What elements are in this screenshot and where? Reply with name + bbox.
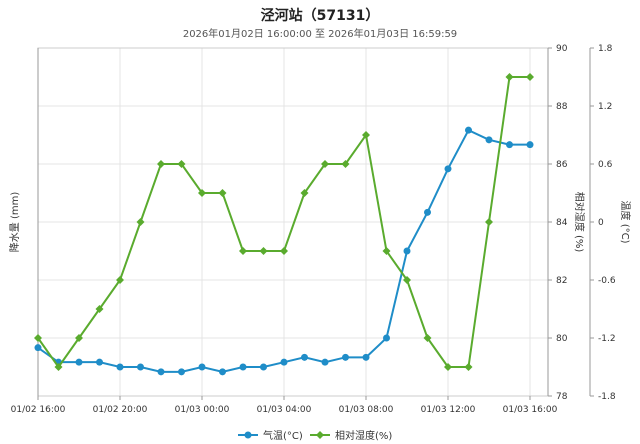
legend-marker bbox=[316, 431, 324, 439]
data-point bbox=[219, 368, 226, 376]
data-point bbox=[383, 334, 390, 342]
data-point bbox=[444, 363, 452, 371]
humidity-tick-label: 82 bbox=[556, 276, 567, 286]
data-point bbox=[218, 189, 227, 197]
data-point bbox=[342, 353, 349, 361]
legend-item-1: 气温(°C) bbox=[238, 429, 303, 442]
data-point bbox=[239, 247, 247, 255]
humidity-tick-label: 80 bbox=[556, 334, 568, 344]
legend-marker bbox=[244, 431, 252, 439]
data-point bbox=[505, 73, 514, 81]
humidity-axis-label: 相对湿度 (%) bbox=[573, 192, 586, 253]
humidity-axis-ticks: 78 80 82 84 86 88 90 bbox=[548, 44, 568, 402]
data-point bbox=[260, 363, 267, 371]
x-tick-label: 01/03 16:00 bbox=[503, 405, 558, 415]
data-point bbox=[424, 208, 431, 216]
legend: 气温(°C) 相对湿度(%) bbox=[238, 429, 392, 442]
x-tick-label: 01/03 04:00 bbox=[257, 405, 312, 415]
data-point bbox=[137, 363, 144, 371]
data-point bbox=[75, 358, 83, 366]
left-axis-label: 降水量 (mm) bbox=[8, 192, 21, 253]
x-tick-label: 01/03 12:00 bbox=[421, 405, 476, 415]
legend-item-2: 相对湿度(%) bbox=[310, 429, 392, 442]
data-point bbox=[157, 368, 165, 376]
data-point bbox=[362, 353, 370, 361]
data-point bbox=[259, 247, 268, 255]
data-point bbox=[198, 363, 206, 371]
data-point bbox=[95, 305, 104, 313]
x-axis-ticks: 01/02 16:00 01/02 20:00 01/03 00:00 01/03 0… bbox=[11, 396, 558, 415]
data-point bbox=[465, 126, 472, 134]
data-point bbox=[75, 334, 83, 342]
humidity-tick-label: 78 bbox=[556, 392, 568, 402]
data-point bbox=[239, 363, 247, 371]
data-point bbox=[301, 353, 308, 361]
data-point bbox=[54, 363, 63, 371]
x-tick-label: 01/03 08:00 bbox=[339, 405, 394, 415]
data-point bbox=[485, 136, 493, 144]
temperature-tick-label: -1.8 bbox=[598, 392, 616, 402]
temperature-tick-label: -0.6 bbox=[598, 276, 616, 286]
temperature-tick-label: 0 bbox=[598, 218, 604, 228]
humidity-tick-label: 84 bbox=[556, 218, 568, 228]
temperature-tick-label: 0.6 bbox=[598, 160, 613, 170]
series-layer bbox=[34, 73, 534, 376]
legend-label: 气温(°C) bbox=[263, 429, 303, 442]
data-point bbox=[382, 247, 391, 255]
data-point bbox=[464, 363, 473, 371]
data-point bbox=[403, 247, 411, 255]
chart-title: 泾河站（57131） bbox=[260, 8, 380, 24]
chart-subtitle: 2026年01月02日 16:00:00 至 2026年01月03日 16:59… bbox=[182, 29, 458, 40]
data-point bbox=[116, 363, 124, 371]
data-point bbox=[444, 165, 452, 173]
temperature-tick-label: -1.2 bbox=[598, 334, 616, 344]
data-point bbox=[526, 141, 534, 149]
temperature-tick-label: 1.2 bbox=[598, 102, 612, 112]
legend-label: 相对湿度(%) bbox=[335, 429, 392, 442]
x-tick-label: 01/03 00:00 bbox=[175, 405, 230, 415]
humidity-tick-label: 90 bbox=[556, 44, 568, 54]
grid bbox=[37, 47, 548, 397]
data-point bbox=[362, 131, 370, 139]
data-point bbox=[485, 218, 493, 226]
temperature-axis-ticks: -1.8 -1.2 -0.6 0 0.6 1.2 1.8 bbox=[590, 44, 616, 402]
data-point bbox=[506, 141, 513, 149]
x-tick-label: 01/02 16:00 bbox=[11, 405, 66, 415]
x-tick-label: 01/02 20:00 bbox=[93, 405, 148, 415]
data-point bbox=[157, 160, 165, 168]
data-point bbox=[136, 218, 145, 226]
data-point bbox=[198, 189, 206, 197]
data-point bbox=[96, 358, 103, 366]
temperature-axis-label: 温度 (°C) bbox=[619, 201, 632, 244]
humidity-tick-label: 88 bbox=[556, 102, 568, 112]
data-point bbox=[116, 276, 124, 284]
humidity-tick-label: 86 bbox=[556, 160, 568, 170]
series-2 bbox=[34, 73, 534, 371]
data-point bbox=[321, 160, 329, 168]
data-point bbox=[341, 160, 350, 168]
data-point bbox=[300, 189, 309, 197]
data-point bbox=[178, 368, 185, 376]
data-point bbox=[34, 334, 42, 342]
data-point bbox=[423, 334, 432, 342]
data-point bbox=[177, 160, 186, 168]
temperature-tick-label: 1.8 bbox=[598, 44, 613, 54]
data-point bbox=[321, 358, 329, 366]
data-point bbox=[403, 276, 411, 284]
data-point bbox=[280, 247, 288, 255]
data-point bbox=[34, 344, 42, 352]
series-1 bbox=[34, 126, 534, 376]
data-point bbox=[526, 73, 534, 81]
data-point bbox=[280, 358, 288, 366]
